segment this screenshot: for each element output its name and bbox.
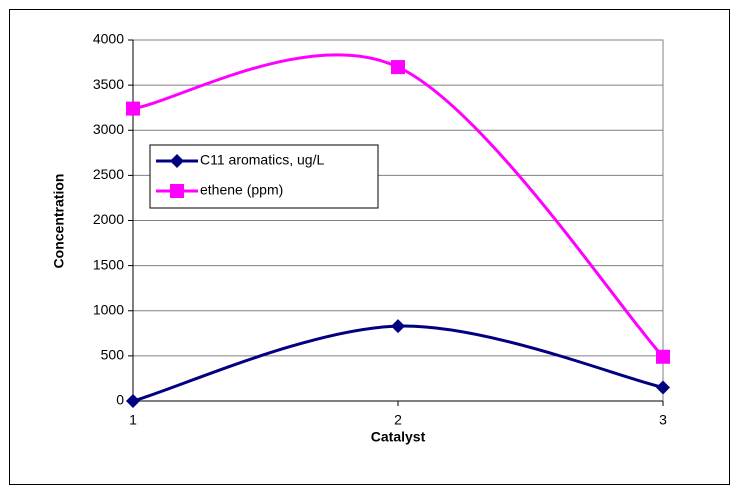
legend-label: C11 aromatics, ug/L [200,152,324,168]
legend-marker [170,184,184,198]
x-axis-title: Catalyst [371,429,426,445]
data-point [656,349,670,364]
y-tick-label: 3000 [93,121,124,137]
legend-marker [170,154,184,168]
legend-label: ethene (ppm) [200,182,283,198]
x-tick-label: 2 [394,412,402,428]
y-tick-label: 1500 [93,256,124,272]
data-point [656,380,670,395]
data-point [391,319,405,334]
y-tick-label: 500 [101,347,125,363]
y-tick-label: 2500 [93,166,124,182]
data-point [126,101,140,116]
y-tick-label: 0 [116,392,124,408]
y-axis-title: Concentration [51,174,67,269]
data-point [126,394,140,408]
y-tick-label: 1000 [93,301,124,317]
x-tick-label: 1 [129,412,137,428]
data-point [391,60,405,75]
y-tick-label: 2000 [93,211,124,227]
y-tick-label: 3500 [93,76,124,92]
legend [149,144,379,209]
x-tick-label: 3 [659,412,667,428]
y-tick-label: 4000 [93,31,124,47]
